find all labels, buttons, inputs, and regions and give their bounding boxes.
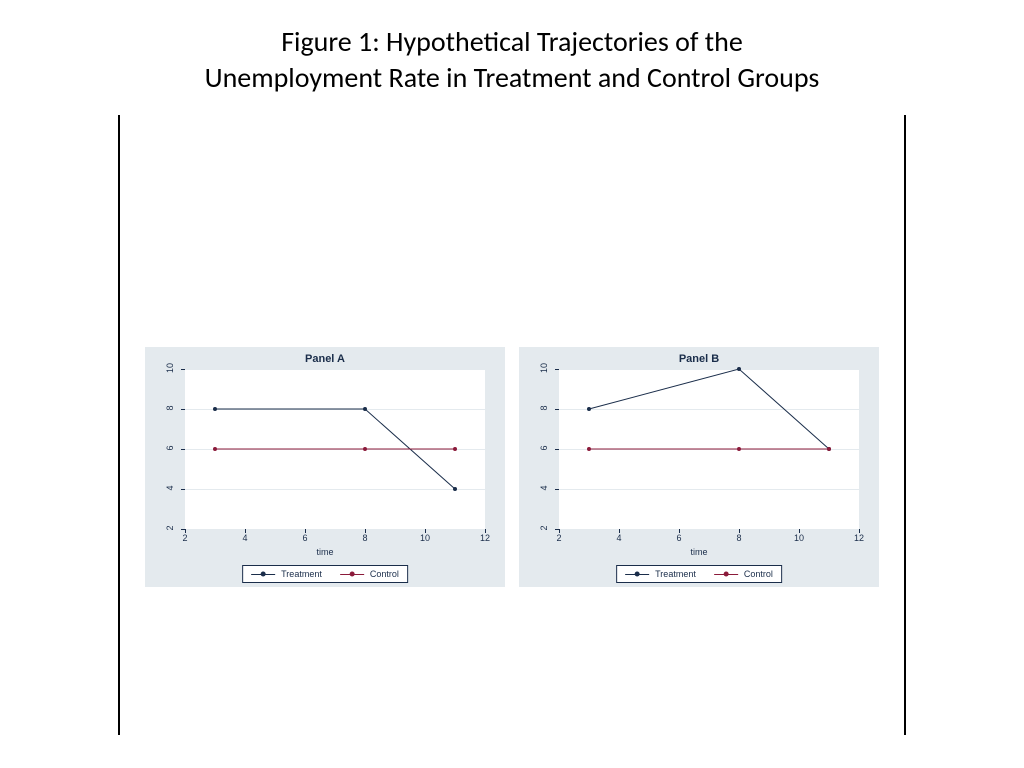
y-tick-mark [181,449,185,450]
panel-title: Panel B [519,347,879,365]
chart-svg [185,369,485,529]
x-tick-mark [619,529,620,533]
x-tick-mark [185,529,186,533]
x-tick-label: 2 [549,533,569,543]
x-tick-mark [679,529,680,533]
title-line-1: Figure 1: Hypothetical Trajectories of t… [281,24,743,59]
legend-label: Treatment [655,569,696,579]
series-marker [587,447,591,451]
x-tick-mark [425,529,426,533]
x-tick-label: 12 [849,533,869,543]
content-frame: Panel A 2 4 6 8 10 2 4 6 8 10 12 time Treatment Contro… [118,115,906,735]
chart-legend: Treatment Control [242,565,408,583]
series-marker [453,487,457,491]
y-tick-mark [181,369,185,370]
y-tick-mark [181,409,185,410]
chart-legend: Treatment Control [616,565,782,583]
legend-item-1: Control [340,569,399,579]
gridline [185,529,485,530]
x-tick-mark [305,529,306,533]
y-tick-label: 4 [539,481,549,495]
y-tick-label: 4 [165,481,175,495]
x-axis-title: time [145,547,505,557]
x-tick-label: 4 [609,533,629,543]
y-tick-mark [181,489,185,490]
series-marker [363,447,367,451]
x-tick-label: 2 [175,533,195,543]
plot-area [559,369,859,529]
figure-title: Figure 1: Hypothetical Trajectories of t… [0,0,1024,97]
x-tick-label: 8 [355,533,375,543]
series-marker [213,407,217,411]
legend-item-0: Treatment [251,569,322,579]
y-tick-label: 10 [539,361,549,375]
x-tick-mark [245,529,246,533]
x-tick-label: 10 [789,533,809,543]
legend-line-icon [251,574,275,575]
x-tick-mark [365,529,366,533]
x-tick-label: 12 [475,533,495,543]
series-marker [363,407,367,411]
legend-item-1: Control [714,569,773,579]
legend-marker-icon [723,572,728,577]
y-tick-mark [555,409,559,410]
x-tick-label: 8 [729,533,749,543]
x-tick-mark [559,529,560,533]
series-marker [827,447,831,451]
y-tick-label: 8 [539,401,549,415]
x-tick-mark [859,529,860,533]
y-tick-label: 6 [539,441,549,455]
chart-panel-1: Panel B 2 4 6 8 10 2 4 6 8 10 12 time Treatment Contro… [519,347,879,587]
series-marker [453,447,457,451]
y-tick-label: 2 [539,521,549,535]
x-tick-mark [739,529,740,533]
legend-label: Treatment [281,569,322,579]
panel-title: Panel A [145,347,505,365]
legend-marker-icon [261,572,266,577]
series-marker [587,407,591,411]
legend-line-icon [625,574,649,575]
x-tick-mark [799,529,800,533]
y-tick-label: 2 [165,521,175,535]
legend-item-0: Treatment [625,569,696,579]
legend-label: Control [744,569,773,579]
chart-panel-0: Panel A 2 4 6 8 10 2 4 6 8 10 12 time Treatment Contro… [145,347,505,587]
plot-area [185,369,485,529]
legend-line-icon [340,574,364,575]
series-marker [737,447,741,451]
legend-marker-icon [349,572,354,577]
x-tick-label: 6 [669,533,689,543]
y-tick-label: 10 [165,361,175,375]
y-tick-mark [555,369,559,370]
title-line-2: Unemployment Rate in Treatment and Contr… [205,60,820,95]
y-tick-label: 6 [165,441,175,455]
x-tick-mark [485,529,486,533]
series-line-0 [589,369,829,449]
legend-marker-icon [635,572,640,577]
x-axis-title: time [519,547,879,557]
x-tick-label: 4 [235,533,255,543]
panels-container: Panel A 2 4 6 8 10 2 4 6 8 10 12 time Treatment Contro… [120,347,904,587]
gridline [559,529,859,530]
chart-svg [559,369,859,529]
series-marker [213,447,217,451]
legend-line-icon [714,574,738,575]
y-tick-mark [555,449,559,450]
y-tick-label: 8 [165,401,175,415]
x-tick-label: 6 [295,533,315,543]
legend-label: Control [370,569,399,579]
series-marker [737,367,741,371]
y-tick-mark [555,489,559,490]
x-tick-label: 10 [415,533,435,543]
